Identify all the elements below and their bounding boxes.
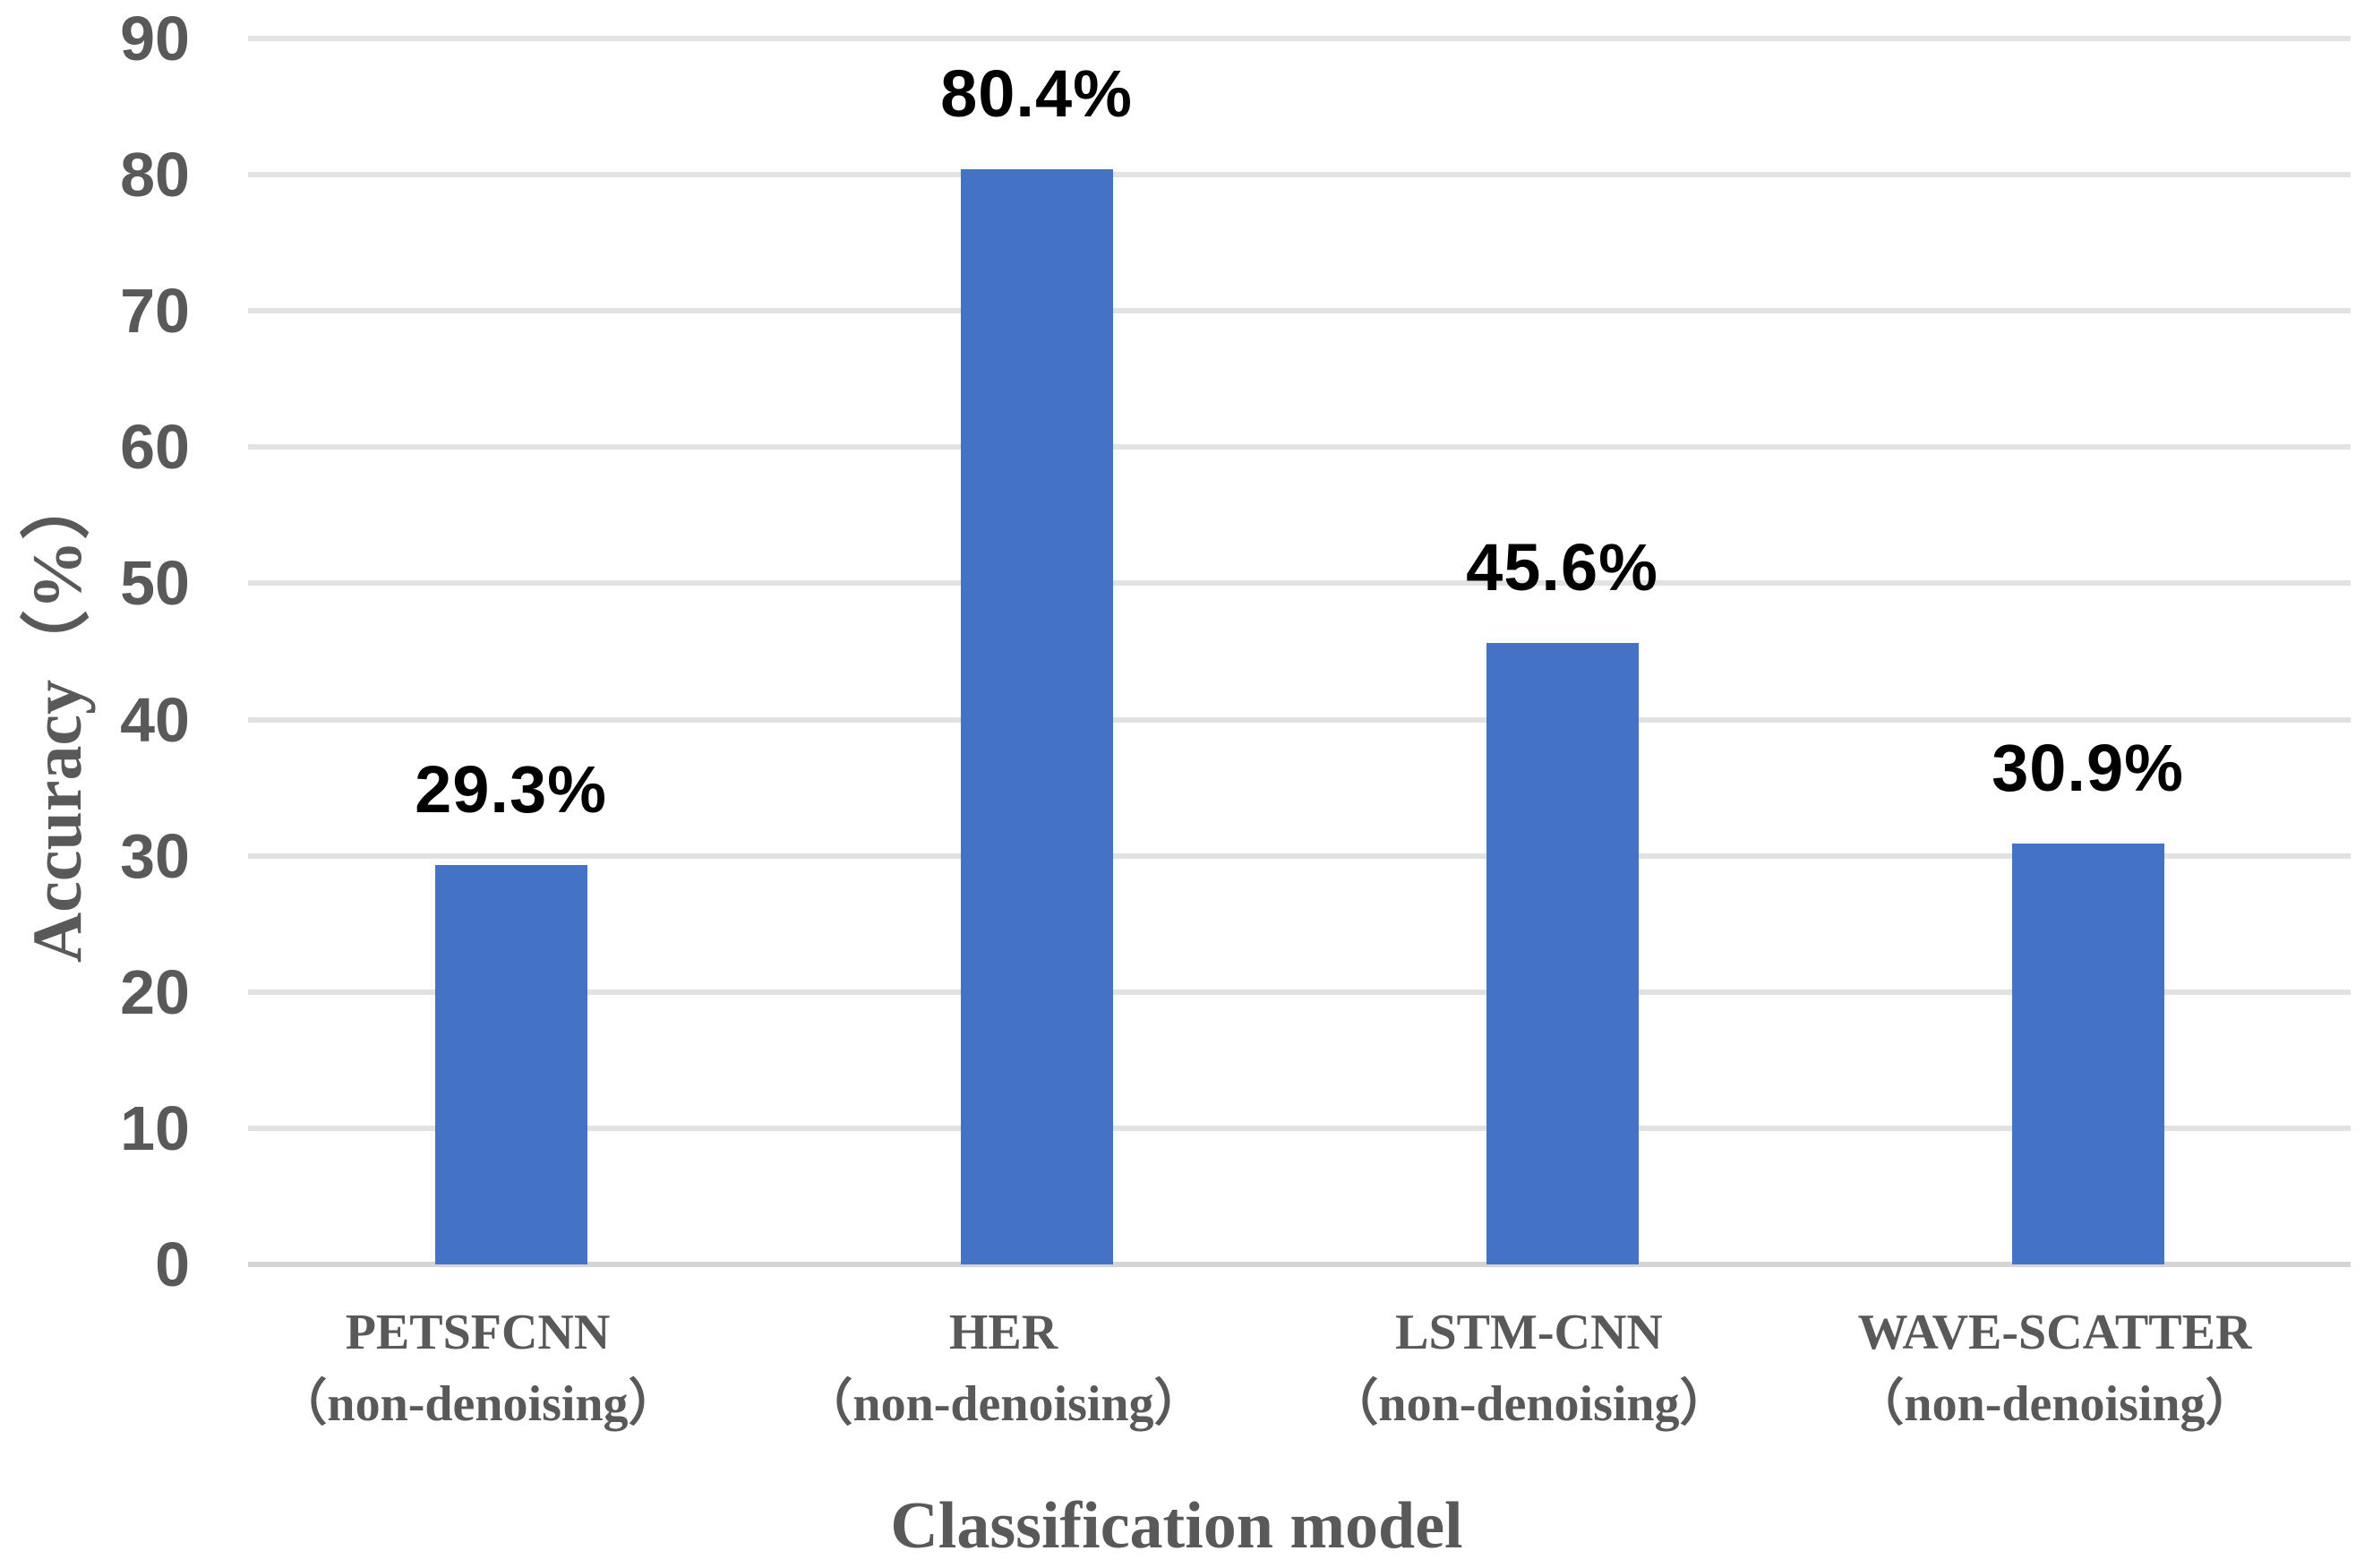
- y-tick-label: 70: [120, 276, 190, 347]
- bar-value-label: 45.6%: [1466, 530, 1658, 605]
- y-tick-label: 60: [120, 412, 190, 483]
- bar-wave-scatter: [2011, 843, 2164, 1264]
- y-axis-title: Accuracy（%）: [18, 469, 96, 964]
- category-name: HER: [948, 1305, 1058, 1360]
- y-tick-label: 0: [155, 1230, 190, 1299]
- y-tick-label: 50: [120, 548, 190, 619]
- bar-her: [960, 169, 1113, 1264]
- category-label: HER （non-denoising）: [726, 1297, 1281, 1440]
- gridline: [248, 308, 2351, 314]
- category-sublabel: （non-denoising）: [1854, 1376, 2256, 1432]
- gridline: [248, 444, 2351, 450]
- bar-value-label: 29.3%: [415, 752, 607, 827]
- gridline: [248, 989, 2351, 995]
- gridline: [248, 36, 2351, 41]
- category-label: LSTM-CNN （non-denoising）: [1252, 1297, 1807, 1440]
- y-tick-label: 30: [120, 820, 190, 891]
- gridline: [248, 716, 2351, 723]
- bar-value-label: 30.9%: [1992, 730, 2184, 805]
- y-tick-label: 90: [120, 4, 190, 73]
- gridline: [248, 580, 2351, 587]
- gridline: [248, 1125, 2351, 1131]
- category-label: WAVE-SCATTER （non-denoising）: [1778, 1297, 2333, 1440]
- category-sublabel: （non-denoising）: [802, 1376, 1204, 1432]
- bar-petsfcnn: [434, 865, 587, 1264]
- y-tick-label: 80: [120, 140, 190, 210]
- gridline: [248, 172, 2351, 178]
- category-sublabel: （non-denoising）: [1328, 1376, 1730, 1432]
- bar-lstm-cnn: [1486, 643, 1639, 1264]
- x-axis-baseline: [248, 1262, 2351, 1267]
- y-tick-label: 40: [120, 684, 190, 755]
- y-tick-label: 20: [120, 956, 190, 1027]
- y-tick-label: 10: [120, 1092, 190, 1163]
- bar-value-label: 80.4%: [940, 56, 1133, 132]
- category-label: PETSFCNN （non-denoising）: [201, 1297, 756, 1440]
- category-sublabel: （non-denoising）: [277, 1376, 679, 1432]
- category-name: LSTM-CNN: [1395, 1305, 1663, 1360]
- category-name: WAVE-SCATTER: [1857, 1305, 2252, 1360]
- x-axis-title: Classification model: [890, 1489, 1463, 1563]
- category-name: PETSFCNN: [345, 1305, 611, 1360]
- gridline: [248, 853, 2351, 859]
